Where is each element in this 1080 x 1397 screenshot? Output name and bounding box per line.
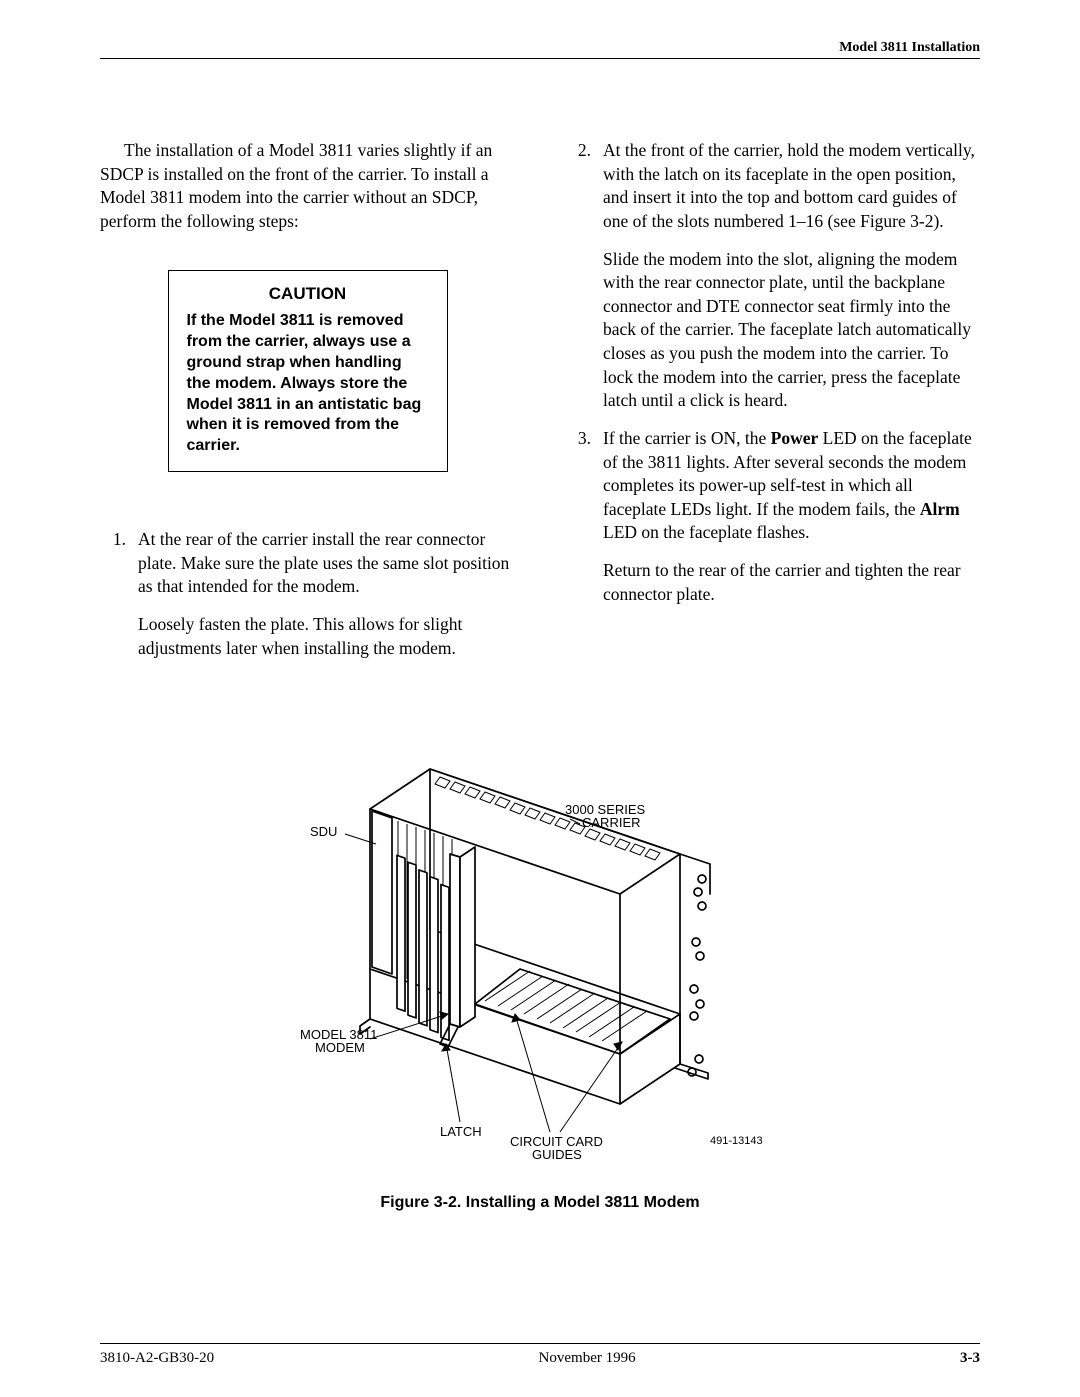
step-3-bold-power: Power bbox=[771, 428, 819, 448]
caution-title: CAUTION bbox=[187, 283, 429, 306]
step-1: 1. At the rear of the carrier install th… bbox=[100, 528, 515, 660]
label-latch: LATCH bbox=[440, 1124, 482, 1139]
label-guides-b: GUIDES bbox=[532, 1147, 582, 1162]
step-body: At the rear of the carrier install the r… bbox=[138, 528, 515, 660]
step-number: 2. bbox=[565, 139, 591, 413]
footer-page-number: 3-3 bbox=[960, 1350, 980, 1367]
step-3-bold-alrm: Alrm bbox=[920, 499, 960, 519]
step-body: At the front of the carrier, hold the mo… bbox=[603, 139, 980, 413]
step-2-p2: Slide the modem into the slot, aligning … bbox=[603, 248, 980, 413]
step-3-p1: If the carrier is ON, the Power LED on t… bbox=[603, 427, 980, 545]
content-columns: The installation of a Model 3811 varies … bbox=[100, 139, 980, 674]
step-2-p1: At the front of the carrier, hold the mo… bbox=[603, 139, 980, 234]
step-number: 1. bbox=[100, 528, 126, 660]
right-column: 2. At the front of the carrier, hold the… bbox=[565, 139, 980, 674]
caution-body: If the Model 3811 is removed from the ca… bbox=[187, 311, 429, 457]
page-header: Model 3811 Installation bbox=[100, 40, 980, 59]
footer-left: 3810-A2-GB30-20 bbox=[100, 1350, 214, 1367]
step-1-p1: At the rear of the carrier install the r… bbox=[138, 528, 515, 599]
label-model-b: MODEM bbox=[315, 1040, 365, 1055]
carrier-diagram: SDU 3000 SERIES CARRIER MODEL 3811 MODEM… bbox=[300, 714, 780, 1164]
page-footer: 3810-A2-GB30-20 November 1996 3-3 bbox=[100, 1343, 980, 1367]
figure-caption: Figure 3-2. Installing a Model 3811 Mode… bbox=[100, 1194, 980, 1212]
step-3-p2: Return to the rear of the carrier and ti… bbox=[603, 559, 980, 606]
intro-paragraph: The installation of a Model 3811 varies … bbox=[100, 139, 515, 234]
label-sdu: SDU bbox=[310, 824, 337, 839]
step-body: If the carrier is ON, the Power LED on t… bbox=[603, 427, 980, 606]
step-3-text: If the carrier is ON, the bbox=[603, 428, 771, 448]
page-container: Model 3811 Installation The installation… bbox=[0, 0, 1080, 1397]
label-series-b: CARRIER bbox=[582, 815, 641, 830]
footer-center: November 1996 bbox=[539, 1350, 636, 1367]
step-3-text: LED on the faceplate flashes. bbox=[603, 522, 810, 542]
caution-box: CAUTION If the Model 3811 is removed fro… bbox=[168, 270, 448, 473]
figure-block: SDU 3000 SERIES CARRIER MODEL 3811 MODEM… bbox=[100, 714, 980, 1212]
step-3: 3. If the carrier is ON, the Power LED o… bbox=[565, 427, 980, 606]
left-column: The installation of a Model 3811 varies … bbox=[100, 139, 515, 674]
step-2: 2. At the front of the carrier, hold the… bbox=[565, 139, 980, 413]
header-title: Model 3811 Installation bbox=[839, 40, 980, 56]
step-1-p2: Loosely fasten the plate. This allows fo… bbox=[138, 613, 515, 660]
label-partno: 491-13143 bbox=[710, 1135, 763, 1147]
step-number: 3. bbox=[565, 427, 591, 606]
